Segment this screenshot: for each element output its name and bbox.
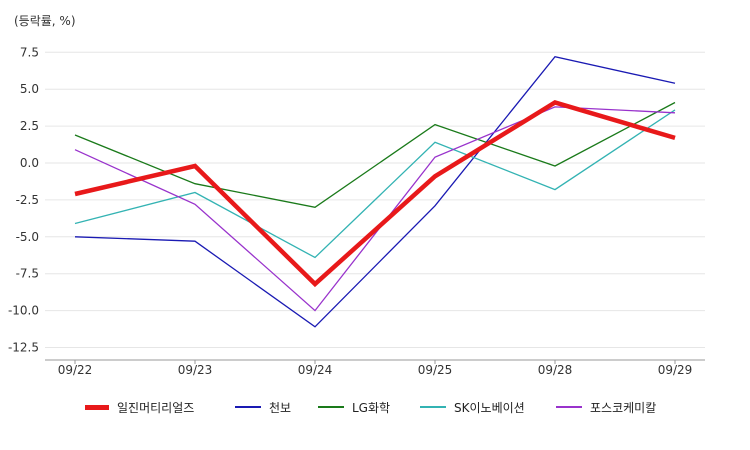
x-tick-label: 09/22 [58, 363, 93, 377]
series-line-2 [74, 55, 676, 328]
y-tick-label: -5.0 [16, 230, 39, 244]
y-tick-label: -12.5 [8, 341, 39, 355]
legend-swatch [556, 406, 582, 408]
legend-label: 천보 [269, 400, 292, 415]
series-line-1 [74, 100, 676, 288]
y-tick-label: 5.0 [20, 82, 39, 96]
legend-swatch [420, 406, 446, 408]
y-tick-label: 7.5 [20, 45, 39, 59]
legend-label: 포스코케미칼 [590, 400, 657, 415]
x-tick-label: 09/24 [298, 363, 333, 377]
y-axis-unit-label: (등락률, %) [14, 14, 76, 28]
series-line-5 [74, 106, 676, 312]
x-tick-label: 09/29 [658, 363, 693, 377]
legend-label: LG화학 [352, 400, 391, 415]
x-tick-label: 09/23 [178, 363, 213, 377]
y-tick-label: -2.5 [16, 193, 39, 207]
x-tick-label: 09/28 [538, 363, 573, 377]
plot-area: 7.5 5.0 2.5 0.0 -2.5 -5.0 -7.5 -10.0 -12.5 09/22 0… [8, 45, 705, 377]
x-tick-label: 09/25 [418, 363, 453, 377]
y-tick-label: -10.0 [8, 304, 39, 318]
legend-label: 일진머티리얼즈 [117, 400, 195, 415]
legend-swatch [318, 406, 344, 408]
y-tick-label: -7.5 [16, 267, 39, 281]
y-tick-label: 0.0 [20, 156, 39, 170]
legend-item: SK이노베이션 [420, 396, 525, 418]
legend-swatch [85, 404, 109, 410]
series-line-4 [74, 109, 676, 259]
series-line-3 [74, 101, 676, 208]
legend-item: 포스코케미칼 [556, 396, 656, 418]
legend-item: 일진머티리얼즈 [85, 396, 194, 418]
legend: 일진머티리얼즈 천보 LG화학 SK이노베이션 포스코케미칼 [0, 396, 750, 418]
legend-swatch [235, 406, 261, 408]
legend-label: SK이노베이션 [454, 400, 525, 415]
legend-item: LG화학 [318, 396, 390, 418]
y-tick-label: 2.5 [20, 119, 39, 133]
legend-item: 천보 [235, 396, 291, 418]
